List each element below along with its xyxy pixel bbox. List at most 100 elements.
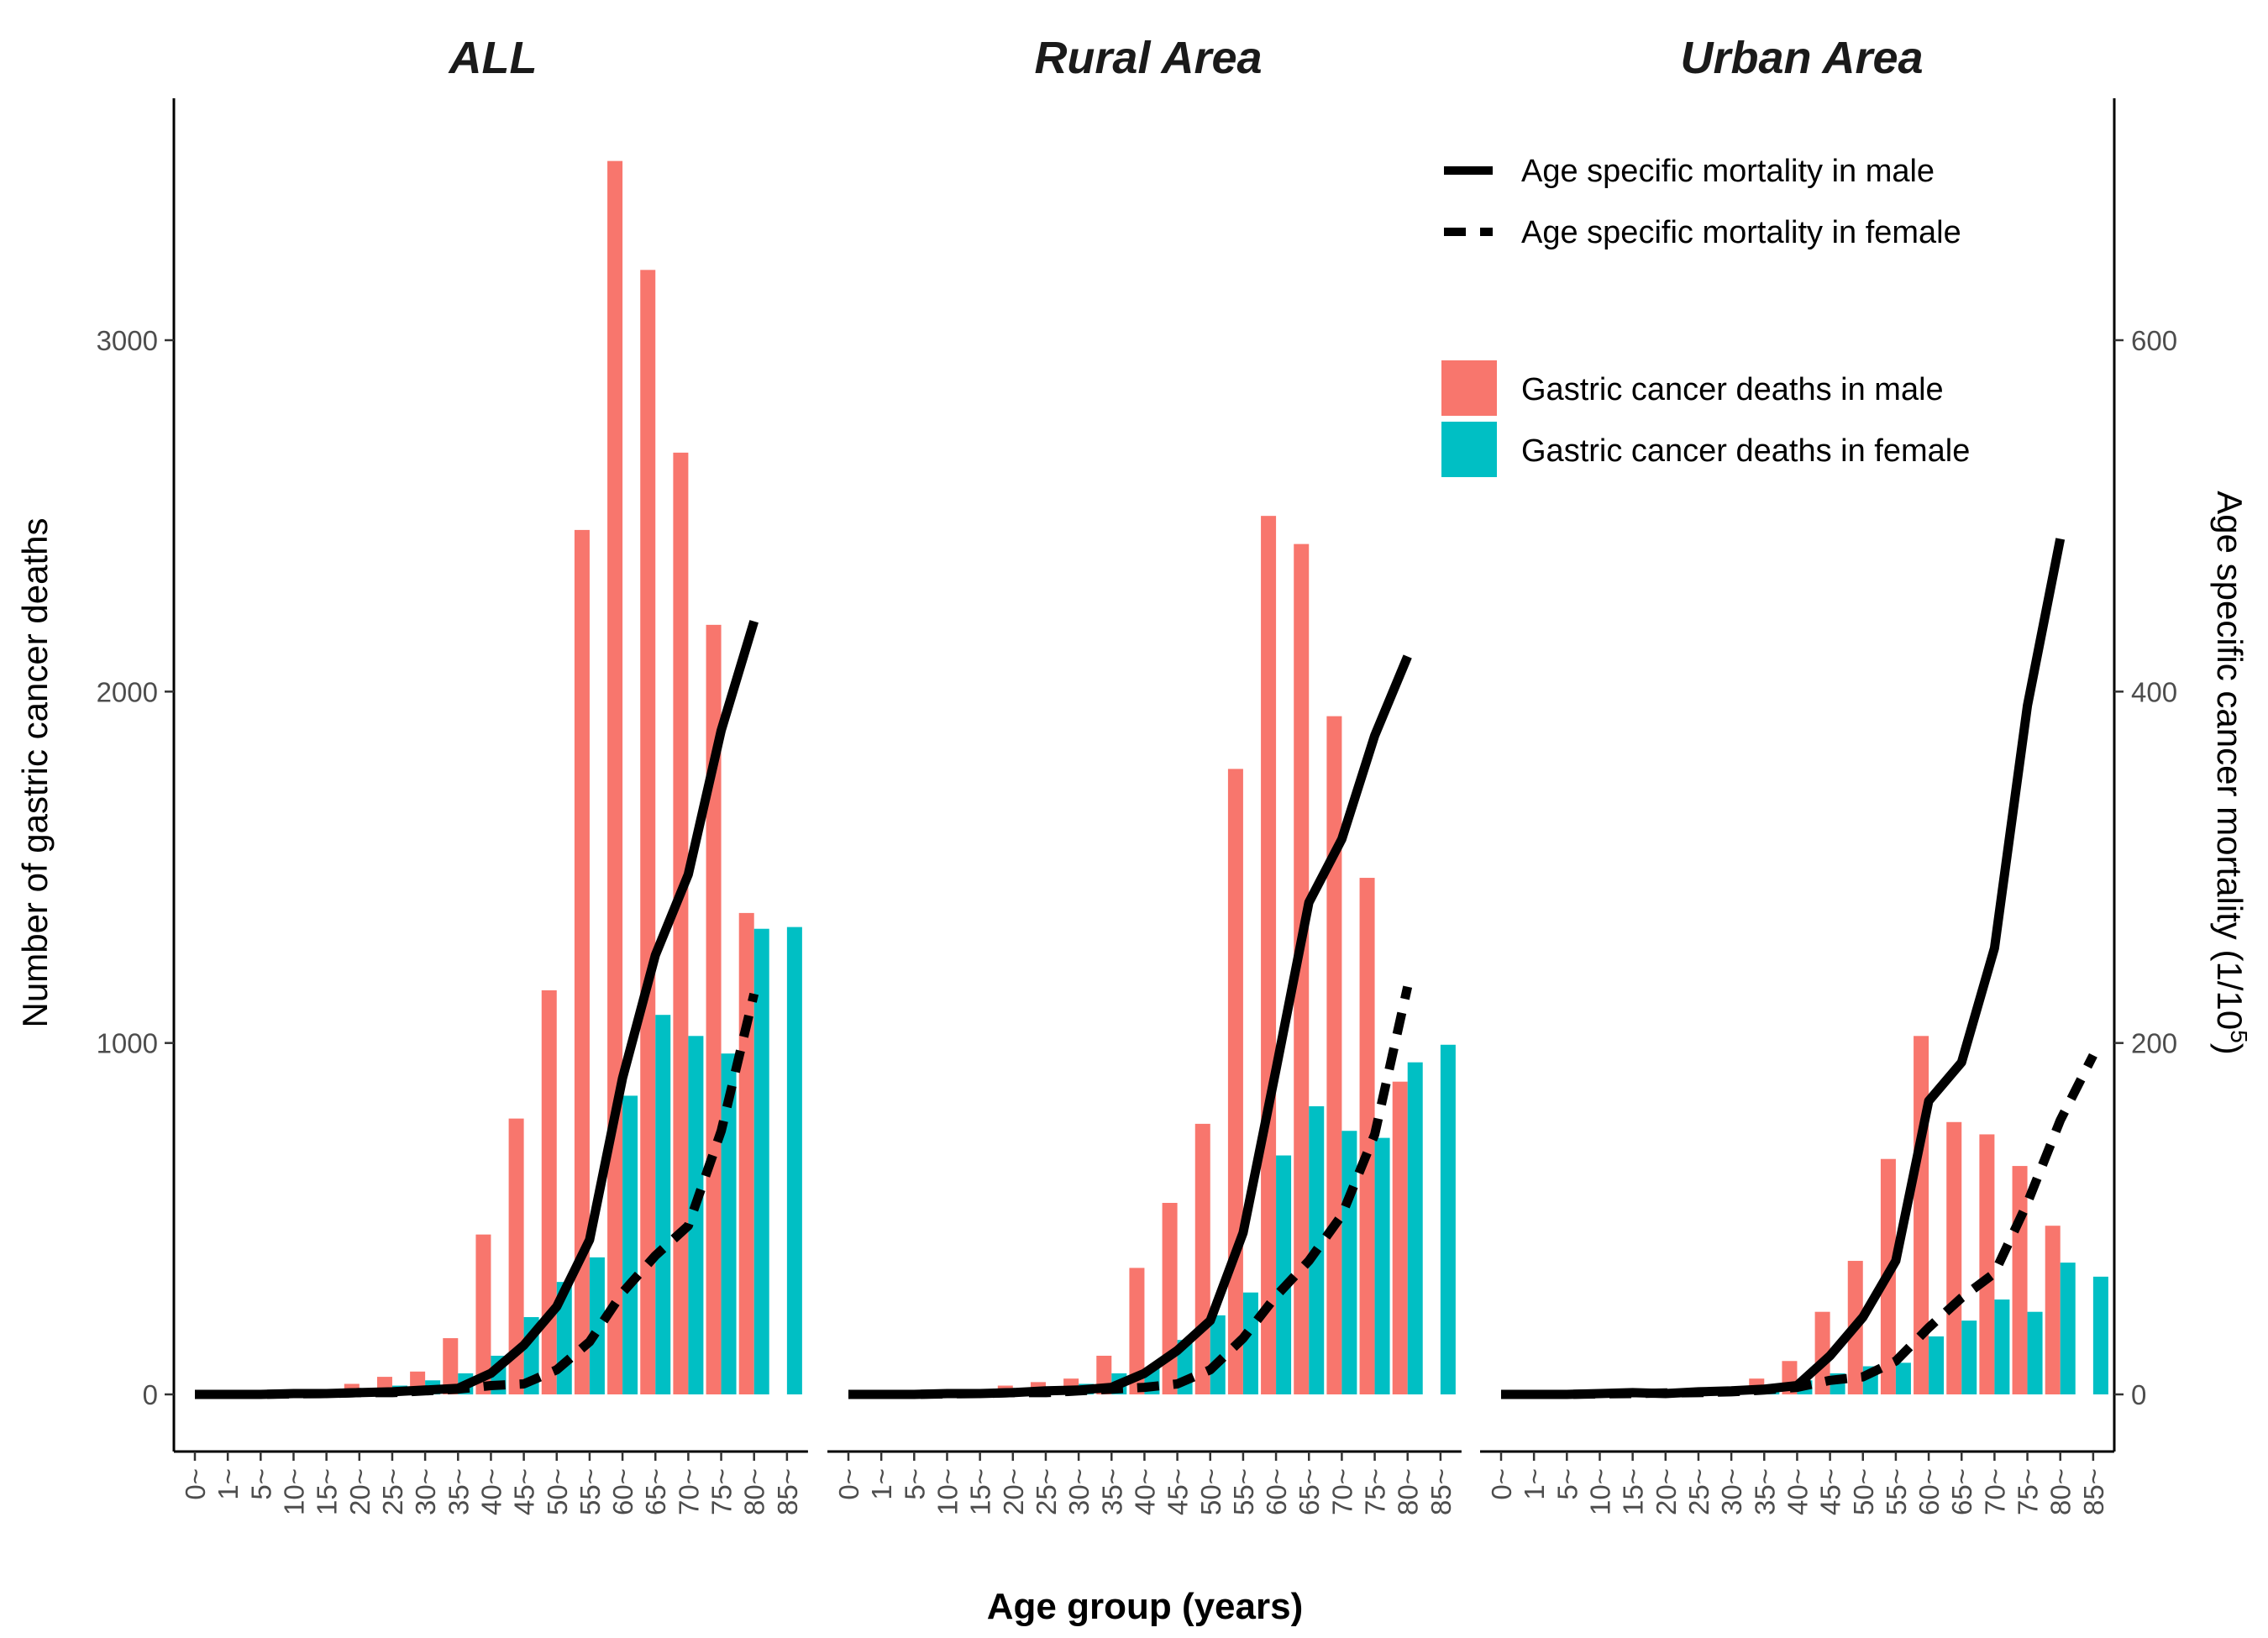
x-tick-label: 15~	[1618, 1468, 1649, 1515]
bar-female-deaths	[1242, 1292, 1258, 1394]
x-tick-label: 55~	[1228, 1468, 1259, 1515]
bar-male-deaths	[673, 452, 689, 1394]
x-tick-label: 1~	[1519, 1468, 1550, 1500]
x-tick-label: 10~	[932, 1468, 963, 1515]
y-left-tick-label: 3000	[97, 325, 158, 356]
x-tick-label: 60~	[1914, 1468, 1945, 1515]
y-right-tick-label: 400	[2131, 676, 2177, 707]
panel-title: Rural Area	[1034, 33, 1262, 83]
bar-female-deaths	[1407, 1062, 1423, 1394]
bar-male-deaths	[1162, 1203, 1178, 1394]
y-left-axis-title: Number of gastric cancer deaths	[15, 518, 55, 1028]
x-tick-label: 70~	[673, 1468, 704, 1515]
x-tick-label: 85~	[1425, 1468, 1457, 1515]
x-tick-label: 10~	[1584, 1468, 1615, 1515]
panel-title: ALL	[448, 33, 538, 83]
bar-female-deaths	[1341, 1131, 1357, 1394]
x-tick-label: 45~	[509, 1468, 540, 1515]
bar-female-deaths	[721, 1053, 737, 1394]
bar-male-deaths	[1979, 1134, 1995, 1394]
bar-male-deaths	[1814, 1311, 1830, 1394]
bar-male-deaths	[738, 912, 754, 1394]
bar-male-deaths	[640, 270, 656, 1394]
y-right-title-close: )	[2210, 1043, 2250, 1055]
bar-male-deaths	[1294, 543, 1310, 1394]
bar-female-deaths	[688, 1036, 704, 1394]
x-tick-label: 5~	[899, 1468, 930, 1500]
x-tick-label: 0~	[180, 1468, 211, 1500]
bar-female-deaths	[2060, 1263, 2076, 1394]
x-tick-label: 75~	[1360, 1468, 1391, 1515]
x-tick-label: 40~	[475, 1468, 507, 1515]
x-tick-label: 80~	[1393, 1468, 1424, 1515]
bar-male-deaths	[508, 1118, 524, 1394]
bar-male-deaths	[1359, 878, 1375, 1394]
bar-male-deaths	[1129, 1268, 1145, 1394]
line-male-mortality	[195, 620, 759, 1399]
bar-female-deaths	[2027, 1311, 2043, 1394]
lines-layer	[195, 538, 2097, 1399]
x-tick-label: 55~	[575, 1468, 606, 1515]
bar-female-deaths	[1961, 1320, 1977, 1394]
bar-male-deaths	[607, 160, 623, 1394]
bar-male-deaths	[1914, 1036, 1929, 1394]
bar-male-deaths	[475, 1234, 491, 1394]
x-tick-label: 45~	[1163, 1468, 1194, 1515]
x-tick-label: 25~	[1683, 1468, 1714, 1515]
x-tick-label: 1~	[866, 1468, 897, 1500]
bar-female-deaths	[2092, 1276, 2108, 1394]
line-male-mortality	[1501, 538, 2066, 1399]
x-tick-label: 55~	[1881, 1468, 1912, 1515]
y-right-tick-label: 600	[2131, 325, 2177, 356]
x-tick-label: 20~	[344, 1468, 375, 1515]
y-right-axis-title: Age specific cancer mortality (1/105)	[2210, 491, 2252, 1055]
x-tick-label: 75~	[706, 1468, 738, 1515]
x-tick-label: 45~	[1815, 1468, 1846, 1515]
x-tick-label: 0~	[1486, 1468, 1517, 1500]
y-right-title-base: Age specific cancer mortality (1/10	[2210, 491, 2250, 1030]
x-tick-label: 65~	[1294, 1468, 1325, 1515]
bar-male-deaths	[541, 990, 557, 1394]
bar-female-deaths	[589, 1257, 605, 1394]
x-tick-label: 80~	[739, 1468, 770, 1515]
x-tick-label: 70~	[1979, 1468, 2010, 1515]
y-right-tick-label: 0	[2131, 1379, 2146, 1410]
x-tick-label: 70~	[1326, 1468, 1357, 1515]
bar-male-deaths	[1392, 1081, 1408, 1394]
x-tick-label: 25~	[377, 1468, 408, 1515]
y-left-tick-label: 2000	[97, 676, 158, 707]
legend-label-female-mortality: Age specific mortality in female	[1521, 215, 1961, 250]
bar-female-deaths	[1374, 1137, 1390, 1394]
bar-female-deaths	[1440, 1044, 1456, 1394]
bar-male-deaths	[1194, 1123, 1210, 1394]
x-tick-label: 30~	[410, 1468, 441, 1515]
bar-female-deaths	[1895, 1362, 1911, 1394]
legend-swatch-male-deaths	[1441, 360, 1497, 416]
bar-male-deaths	[2045, 1226, 2061, 1394]
legend-swatch-female-deaths	[1441, 422, 1497, 477]
bar-male-deaths	[443, 1338, 459, 1394]
bar-male-deaths	[574, 529, 590, 1394]
x-tick-label: 40~	[1129, 1468, 1160, 1515]
y-right-title-sup: 5	[2226, 1030, 2252, 1043]
x-tick-label: 30~	[1716, 1468, 1747, 1515]
x-tick-label: 85~	[2078, 1468, 2109, 1515]
x-tick-label: 30~	[1063, 1468, 1095, 1515]
bar-female-deaths	[622, 1095, 638, 1394]
bars-layer	[278, 160, 2108, 1394]
x-tick-label: 75~	[2013, 1468, 2044, 1515]
line-male-mortality	[848, 654, 1412, 1399]
x-tick-label: 5~	[1551, 1468, 1583, 1500]
bar-male-deaths	[1261, 516, 1277, 1394]
x-tick-label: 50~	[1195, 1468, 1226, 1515]
x-tick-label: 35~	[1096, 1468, 1127, 1515]
bar-female-deaths	[655, 1015, 671, 1394]
x-tick-label: 40~	[1782, 1468, 1813, 1515]
x-tick-label: 65~	[1946, 1468, 1977, 1515]
x-tick-label: 5~	[245, 1468, 276, 1500]
x-tick-label: 80~	[2045, 1468, 2076, 1515]
bar-male-deaths	[2012, 1166, 2028, 1394]
x-tick-label: 85~	[772, 1468, 803, 1515]
x-tick-label: 35~	[443, 1468, 474, 1515]
